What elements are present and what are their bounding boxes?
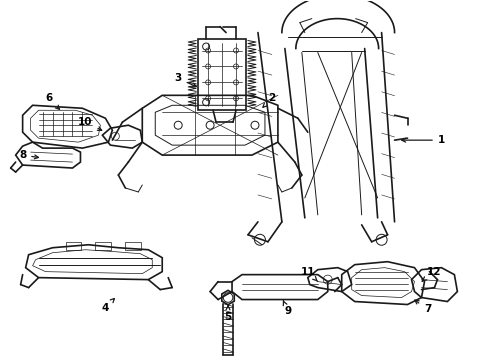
Text: 2: 2 [263, 93, 275, 107]
Text: 9: 9 [283, 301, 291, 316]
Text: 6: 6 [45, 93, 60, 109]
Text: 5: 5 [224, 306, 231, 323]
Text: 10: 10 [78, 117, 102, 130]
Text: 7: 7 [414, 300, 430, 315]
Text: 8: 8 [19, 150, 39, 160]
Text: 4: 4 [102, 298, 114, 312]
Text: 3: 3 [174, 73, 196, 87]
Text: 1: 1 [401, 135, 444, 145]
Text: 11: 11 [300, 267, 317, 282]
Text: 12: 12 [421, 267, 441, 281]
